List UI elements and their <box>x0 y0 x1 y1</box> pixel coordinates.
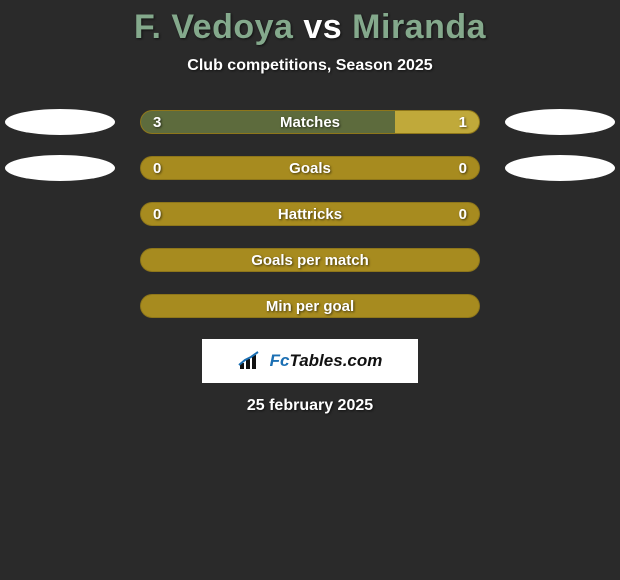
stat-bar: Goals per match <box>140 248 480 272</box>
brand-suffix: .com <box>343 351 383 370</box>
stat-row: 0 0Hattricks <box>0 201 620 227</box>
date-text: 25 february 2025 <box>0 397 620 415</box>
player2-badge <box>505 155 615 181</box>
stat-label: Goals <box>141 157 479 179</box>
stat-row: 0 0Goals <box>0 155 620 181</box>
stat-label: Goals per match <box>141 249 479 271</box>
stats-rows: 31Matches00Goals00HattricksGoals per mat… <box>0 109 620 319</box>
player1-badge <box>5 155 115 181</box>
stat-row: Goals per match <box>0 247 620 273</box>
player1-badge <box>5 109 115 135</box>
stat-bar-left-fill <box>141 111 395 133</box>
stat-bar: 31Matches <box>140 110 480 134</box>
stat-left-value <box>141 249 165 271</box>
stat-right-value: 0 <box>447 203 479 225</box>
stat-right-value: 0 <box>447 157 479 179</box>
brand-logo: FcTables.com <box>202 339 418 383</box>
brand-text: FcTables.com <box>270 351 383 371</box>
brand-prefix: Fc <box>270 351 290 370</box>
comparison-card: F. Vedoya vs Miranda Club competitions, … <box>0 0 620 580</box>
stat-bar: 0 0Hattricks <box>140 202 480 226</box>
stat-right-value <box>455 249 479 271</box>
stat-label: Hattricks <box>141 203 479 225</box>
stat-row: 31Matches <box>0 109 620 135</box>
player2-name: Miranda <box>352 8 486 46</box>
bar-chart-icon <box>238 351 264 371</box>
stat-right-value <box>455 295 479 317</box>
stat-bar: 0 0Goals <box>140 156 480 180</box>
vs-text: vs <box>303 8 342 46</box>
subtitle: Club competitions, Season 2025 <box>0 57 620 75</box>
page-title: F. Vedoya vs Miranda <box>0 0 620 47</box>
stat-left-value: 0 <box>141 157 173 179</box>
brand-rest: Tables <box>289 351 342 370</box>
stat-row: Min per goal <box>0 293 620 319</box>
stat-left-value <box>141 295 165 317</box>
stat-bar: Min per goal <box>140 294 480 318</box>
stat-label: Min per goal <box>141 295 479 317</box>
stat-left-value: 0 <box>141 203 173 225</box>
player2-badge <box>505 109 615 135</box>
stat-bar-right-fill <box>395 111 480 133</box>
player1-name: F. Vedoya <box>134 8 293 46</box>
